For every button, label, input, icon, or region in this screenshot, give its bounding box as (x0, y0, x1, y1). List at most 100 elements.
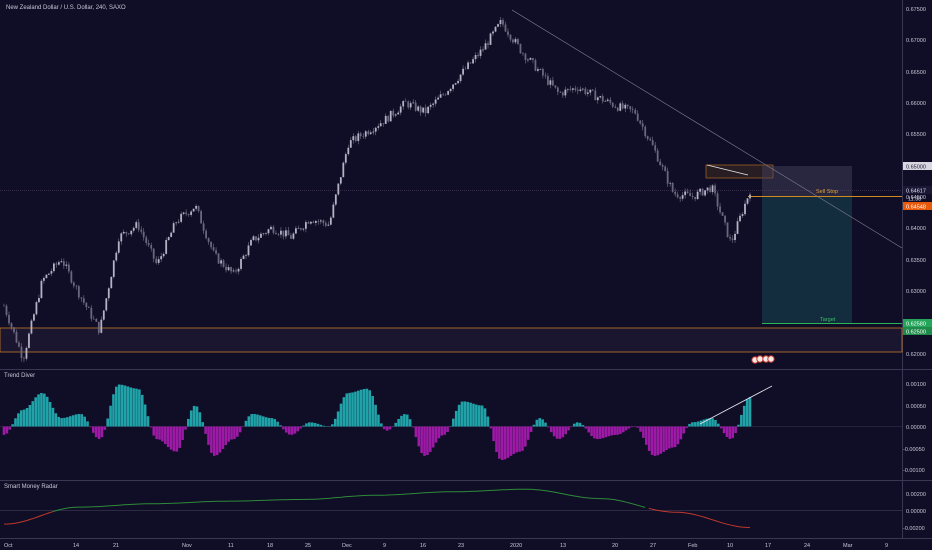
candle (644, 126, 647, 137)
histogram-bar (161, 426, 164, 442)
histogram-bar (264, 417, 268, 427)
histogram-bar (647, 426, 651, 451)
histogram-bar (80, 414, 84, 427)
histogram-bar (371, 396, 374, 427)
candle (5, 305, 8, 315)
histogram-bar (256, 414, 259, 427)
resistance-box[interactable] (705, 164, 774, 179)
candle (504, 24, 507, 32)
histogram-bar (532, 424, 536, 427)
candle (242, 255, 245, 259)
histogram-bar (313, 422, 317, 427)
histogram-bar (152, 426, 156, 436)
histogram-bar (279, 425, 282, 427)
support-zone[interactable] (0, 327, 903, 353)
trendline[interactable] (511, 9, 903, 249)
candle (314, 221, 317, 223)
candle (280, 230, 282, 235)
candle (734, 233, 736, 241)
candle (666, 171, 669, 184)
histogram-bar (57, 416, 61, 427)
short-stop-zone[interactable] (762, 166, 852, 196)
histogram-bar (22, 409, 26, 427)
histogram-bar (45, 396, 49, 427)
histogram-bar (696, 421, 700, 427)
histogram-bar (166, 426, 170, 448)
candle (23, 358, 25, 359)
histogram-bar (740, 414, 743, 427)
histogram-bar (296, 426, 300, 432)
candle (472, 59, 474, 64)
histogram-bar (423, 426, 426, 456)
trend-diver-divergence-line[interactable] (699, 385, 773, 425)
candle (434, 99, 437, 104)
candle (167, 237, 170, 241)
histogram-bar (83, 416, 86, 427)
candle (85, 302, 88, 308)
price-divergence-line[interactable] (706, 164, 749, 176)
event-marker-icon[interactable] (767, 355, 775, 363)
price-axis[interactable]: 0.67500 0.67000 0.66500 0.66000 0.65500 … (903, 7, 932, 358)
histogram-bar (486, 416, 490, 427)
candle (494, 26, 497, 32)
histogram-bar (198, 412, 202, 427)
histogram-bar (460, 401, 464, 427)
price-label-current (903, 186, 932, 194)
candle (676, 194, 679, 198)
candle (142, 231, 145, 238)
candle (319, 220, 322, 222)
candle (542, 69, 544, 76)
histogram-bar (440, 426, 444, 436)
histogram-bar (443, 426, 446, 435)
time-tick: 25 (305, 543, 311, 549)
candle (556, 87, 559, 92)
histogram-bar (60, 418, 63, 427)
histogram-bar (567, 426, 570, 431)
histogram-bar (106, 418, 109, 427)
histogram-bar (356, 390, 360, 427)
candle (499, 20, 502, 25)
histogram-bar (607, 426, 611, 437)
candle (317, 221, 320, 222)
histogram-bar (619, 426, 622, 434)
candle (77, 286, 80, 298)
histogram-bar (319, 424, 323, 427)
time-tick: 10 (727, 543, 733, 549)
price-label-current-text: 0.64617 (906, 189, 926, 195)
event-markers[interactable] (751, 355, 775, 364)
trend-diver-tick: -0.00050 (903, 447, 925, 453)
histogram-bar (627, 426, 631, 429)
event-marker-icon[interactable] (756, 355, 764, 363)
candle (519, 43, 522, 54)
histogram-bar (483, 408, 487, 427)
histogram-bar (711, 418, 714, 427)
candle (452, 84, 454, 89)
histogram-bar (345, 393, 349, 427)
candle (252, 236, 255, 241)
candle (419, 106, 422, 113)
histogram-bar (348, 392, 351, 427)
candle (307, 222, 310, 224)
histogram-bar (593, 426, 596, 439)
candle (82, 298, 85, 303)
candle (714, 185, 716, 194)
candle (741, 214, 744, 216)
short-target-zone[interactable] (762, 196, 852, 323)
candle (227, 267, 230, 271)
candle (651, 140, 654, 146)
time-tick: 17 (765, 543, 771, 549)
candle (15, 332, 18, 343)
candle (182, 212, 185, 214)
histogram-bar (475, 404, 478, 427)
time-axis[interactable]: Oct 14 21 Nov 11 18 25 Dec 9 16 23 2020 … (4, 543, 888, 549)
histogram-bar (351, 392, 354, 427)
histogram-bar (63, 417, 66, 427)
histogram-bar (524, 426, 527, 447)
histogram-bar (132, 388, 135, 427)
candle (130, 230, 133, 235)
candle (72, 282, 75, 286)
candle (442, 94, 445, 95)
candle (105, 298, 108, 311)
histogram-bar (400, 415, 403, 427)
